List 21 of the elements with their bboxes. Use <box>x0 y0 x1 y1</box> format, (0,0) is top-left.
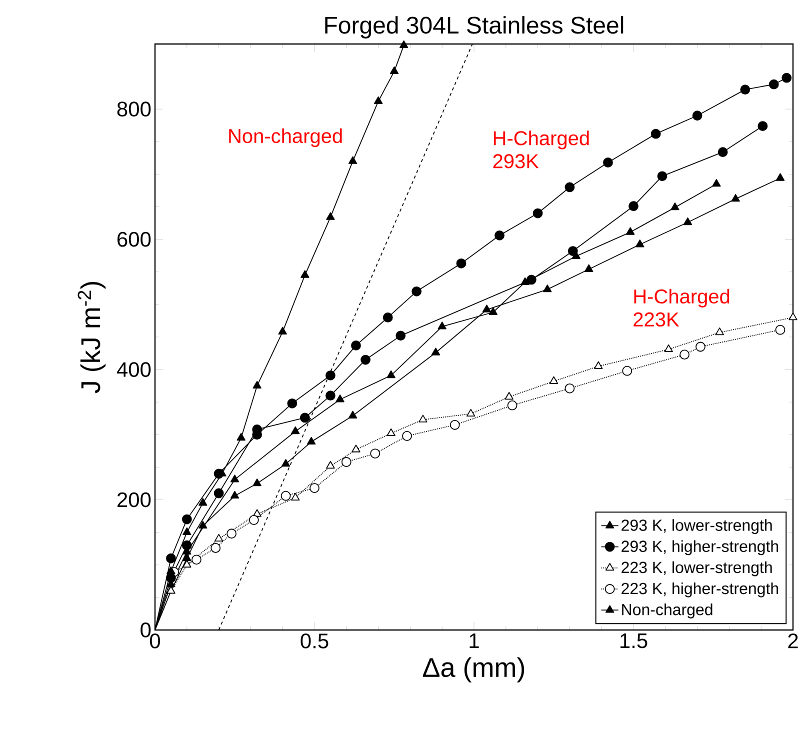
y-tick-label: 800 <box>117 102 151 117</box>
y-tick-label: 600 <box>118 232 151 247</box>
annotation: H-Charged 223K <box>634 288 730 327</box>
chart-title: Forged 304L Stainless Steel <box>325 16 624 38</box>
y-tick-label: 0 <box>140 622 151 638</box>
x-tick-label: 1 <box>470 634 479 648</box>
x-tick-label: 0.5 <box>300 634 328 648</box>
x-tick-label: 1.5 <box>620 634 648 648</box>
x-axis-title: Δa (mm) <box>423 657 524 682</box>
legend-label: 223 K, higher-strength <box>622 582 778 598</box>
x-tick-label: 2 <box>788 634 798 648</box>
y-tick-label: 400 <box>116 362 151 377</box>
legend-label: Non-charged <box>622 604 712 618</box>
y-axis-title: J (kJ m$^{-2}$) <box>78 282 106 394</box>
x-tick-label: 0 <box>150 634 160 648</box>
annotation: H-Charged 293K <box>493 130 589 168</box>
y-tick-label: 200 <box>117 492 151 508</box>
annotation: Non-charged <box>229 128 342 148</box>
legend-label: 293 K, higher-strength <box>622 540 778 556</box>
legend-label: 293 K, lower-strength <box>622 519 772 534</box>
legend-label: 223 K, lower-strength <box>622 561 772 576</box>
